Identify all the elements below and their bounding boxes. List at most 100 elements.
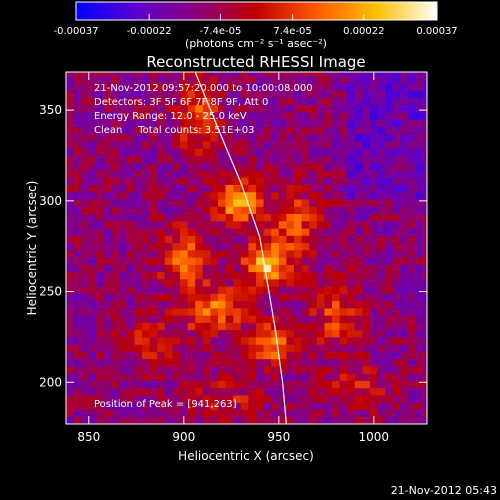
heatmap-cell — [172, 104, 181, 113]
heatmap-cell — [111, 97, 120, 106]
heatmap-cell — [233, 242, 242, 251]
heatmap-cell — [104, 148, 113, 156]
heatmap-cell — [385, 329, 394, 338]
heatmap-cell — [392, 228, 401, 236]
heatmap-cell — [271, 344, 280, 352]
heatmap-cell — [339, 126, 348, 135]
heatmap-cell — [240, 264, 249, 273]
heatmap-cell — [195, 111, 204, 120]
heatmap-cell — [370, 119, 379, 127]
heatmap-cell — [66, 206, 75, 215]
heatmap-cell — [96, 394, 105, 403]
heatmap-cell — [309, 286, 318, 294]
heatmap-cell — [278, 90, 287, 98]
heatmap-cell — [111, 191, 120, 200]
heatmap-cell — [104, 75, 113, 84]
heatmap-cell — [256, 220, 265, 229]
heatmap-cell — [392, 329, 401, 338]
heatmap-cell — [316, 293, 325, 302]
heatmap-cell — [172, 293, 181, 302]
heatmap-cell — [111, 271, 120, 280]
heatmap-cell — [111, 155, 120, 164]
heatmap-cell — [126, 72, 135, 77]
heatmap-cell — [142, 329, 151, 338]
heatmap-cell — [119, 271, 128, 280]
peak-position-label: Position of Peak = [941,263] — [94, 399, 237, 410]
heatmap-cell — [423, 286, 427, 294]
heatmap-cell — [81, 72, 90, 77]
heatmap-cell — [271, 351, 280, 360]
heatmap-cell — [385, 402, 394, 410]
heatmap-cell — [408, 72, 417, 77]
heatmap-cell — [354, 184, 363, 193]
y-axis-label: Heliocentric Y (arcsec) — [25, 181, 39, 316]
heatmap-cell — [415, 140, 424, 149]
heatmap-cell — [202, 242, 211, 251]
heatmap-cell — [202, 278, 211, 287]
heatmap-cell — [96, 111, 105, 120]
heatmap-cell — [339, 387, 348, 396]
heatmap-cell — [324, 351, 333, 360]
heatmap-cell — [119, 336, 128, 345]
heatmap-cell — [172, 235, 181, 244]
heatmap-cell — [149, 104, 158, 113]
heatmap-cell — [370, 402, 379, 410]
heatmap-cell — [81, 278, 90, 287]
heatmap-cell — [339, 300, 348, 309]
heatmap-cell — [96, 409, 105, 418]
heatmap-cell — [309, 72, 318, 77]
heatmap-cell — [347, 278, 356, 287]
heatmap-cell — [362, 90, 371, 98]
heatmap-cell — [187, 373, 196, 381]
heatmap-cell — [126, 278, 135, 287]
heatmap-cell — [66, 177, 75, 185]
heatmap-cell — [316, 373, 325, 381]
heatmap-cell — [233, 387, 242, 396]
heatmap-cell — [324, 213, 333, 222]
heatmap-cell — [104, 315, 113, 323]
heatmap-cell — [408, 315, 417, 323]
heatmap-cell — [324, 177, 333, 185]
heatmap-cell — [142, 90, 151, 98]
heatmap-cell — [210, 104, 219, 113]
x-tick-label: 950 — [267, 430, 290, 444]
heatmap-cell — [423, 75, 427, 84]
heatmap-cell — [149, 177, 158, 185]
heatmap-cell — [104, 119, 113, 127]
heatmap-cell — [149, 169, 158, 178]
heatmap-cell — [354, 140, 363, 149]
heatmap-cell — [256, 82, 265, 91]
heatmap-cell — [309, 365, 318, 374]
heatmap-cell — [263, 373, 272, 381]
heatmap-cell — [73, 380, 82, 389]
heatmap-cell — [354, 336, 363, 345]
heatmap-cell — [301, 387, 310, 396]
heatmap-cell — [339, 394, 348, 403]
heatmap-cell — [81, 264, 90, 273]
heatmap-cell — [392, 315, 401, 323]
heatmap-cell — [309, 358, 318, 367]
heatmap-cell — [362, 249, 371, 258]
heatmap-cell — [164, 336, 173, 345]
heatmap-cell — [164, 249, 173, 258]
heatmap-cell — [210, 322, 219, 331]
heatmap-cell — [134, 140, 143, 149]
heatmap-cell — [301, 133, 310, 142]
heatmap-cell — [294, 177, 303, 185]
heatmap-cell — [271, 169, 280, 178]
heatmap-cell — [164, 322, 173, 331]
heatmap-cell — [316, 329, 325, 338]
heatmap-cell — [172, 264, 181, 273]
heatmap-cell — [332, 264, 341, 273]
heatmap-cell — [104, 394, 113, 403]
heatmap-cell — [233, 271, 242, 280]
heatmap-cell — [164, 104, 173, 113]
heatmap-cell — [172, 271, 181, 280]
heatmap-cell — [104, 249, 113, 258]
heatmap-cell — [218, 126, 227, 135]
heatmap-cell — [301, 82, 310, 91]
heatmap-cell — [408, 213, 417, 222]
info-line-clean: Clean Total counts: 3.51E+03 — [94, 125, 254, 136]
heatmap-cell — [263, 300, 272, 309]
heatmap-cell — [142, 169, 151, 178]
